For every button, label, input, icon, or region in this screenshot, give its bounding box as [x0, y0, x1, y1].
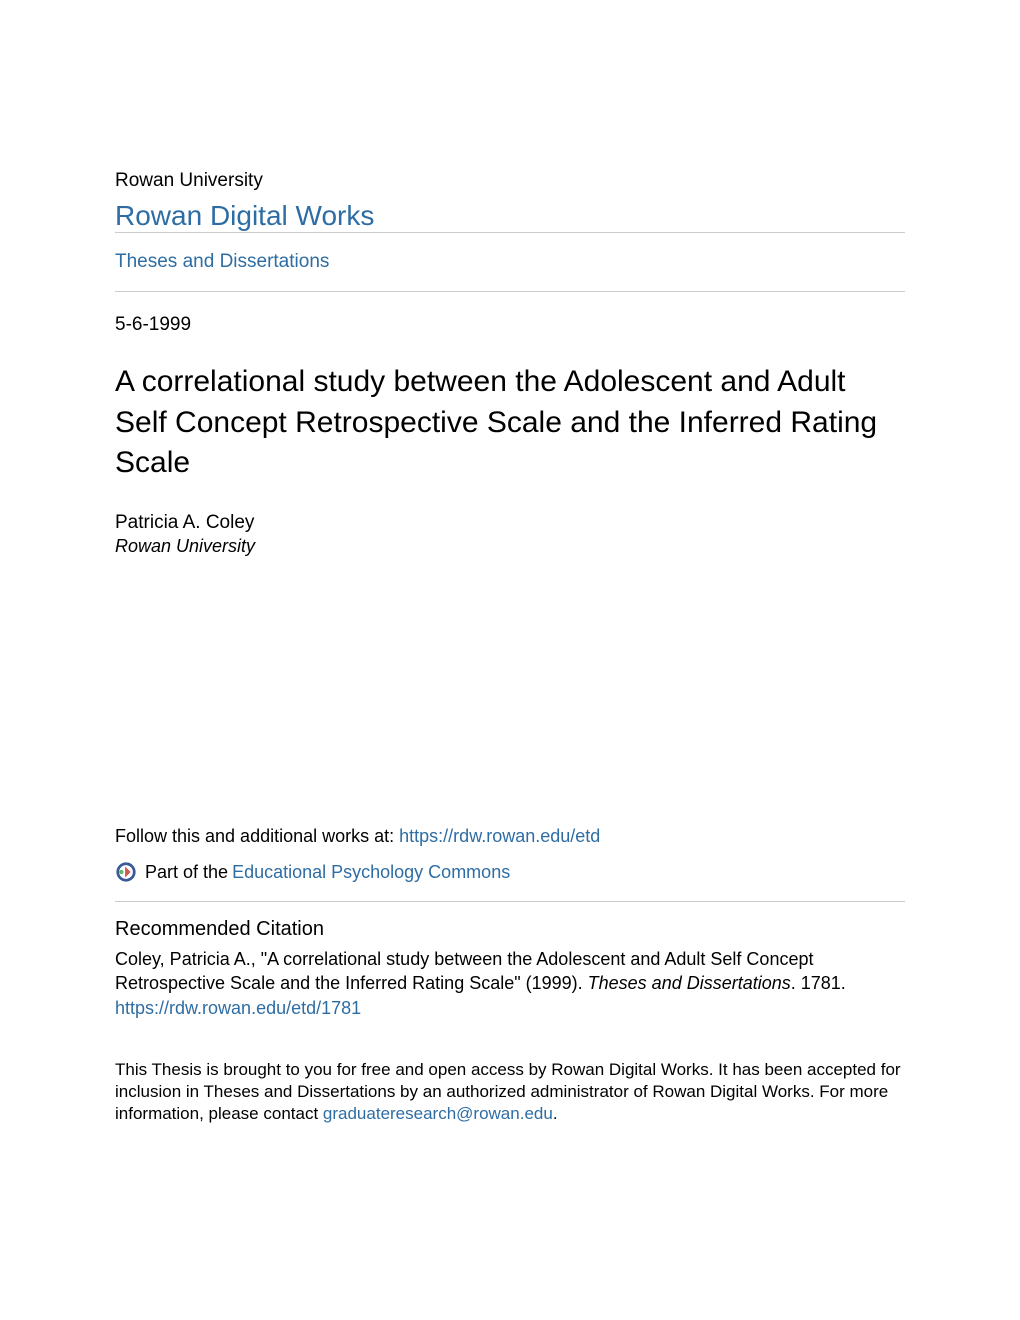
footer-text-2: . [553, 1104, 558, 1123]
follow-line: Follow this and additional works at: htt… [115, 826, 905, 847]
follow-prefix: Follow this and additional works at: [115, 826, 399, 846]
citation-series: Theses and Dissertations [588, 973, 791, 993]
citation-body: Coley, Patricia A., "A correlational stu… [115, 947, 905, 996]
institution-name: Rowan University [115, 170, 905, 192]
repository-link[interactable]: Rowan Digital Works [115, 200, 374, 231]
footer-note: This Thesis is brought to you for free a… [115, 1059, 905, 1125]
partof-prefix: Part of the [145, 862, 228, 883]
document-page: Rowan University Rowan Digital Works The… [0, 0, 1020, 557]
network-icon [115, 861, 137, 883]
collection-link[interactable]: Theses and Dissertations [115, 251, 329, 272]
citation-text-2: . 1781. [791, 973, 846, 993]
item-title: A correlational study between the Adoles… [115, 362, 905, 484]
commons-link[interactable]: Educational Psychology Commons [232, 862, 510, 883]
citation-url-link[interactable]: https://rdw.rowan.edu/etd/1781 [115, 998, 905, 1019]
metadata-section: Follow this and additional works at: htt… [115, 826, 905, 1125]
divider-citation [115, 901, 905, 902]
partof-line: Part of the Educational Psychology Commo… [115, 861, 905, 883]
citation-heading: Recommended Citation [115, 918, 905, 941]
author-name: Patricia A. Coley [115, 512, 905, 534]
author-affiliation: Rowan University [115, 536, 905, 557]
contact-email-link[interactable]: graduateresearch@rowan.edu [323, 1104, 553, 1123]
publication-date: 5-6-1999 [115, 292, 905, 362]
follow-url-link[interactable]: https://rdw.rowan.edu/etd [399, 826, 600, 846]
